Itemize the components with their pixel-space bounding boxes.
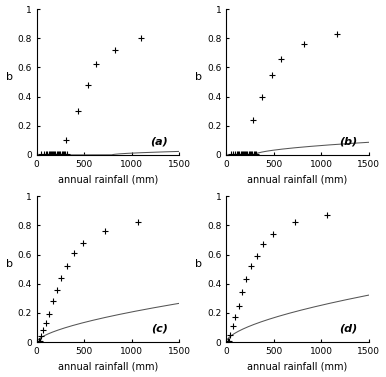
X-axis label: annual rainfall (mm): annual rainfall (mm) xyxy=(58,362,158,371)
Y-axis label: b: b xyxy=(195,259,202,269)
X-axis label: annual rainfall (mm): annual rainfall (mm) xyxy=(247,362,348,371)
Y-axis label: b: b xyxy=(195,72,202,82)
Y-axis label: b: b xyxy=(5,259,13,269)
Text: (b): (b) xyxy=(339,136,357,146)
Text: (c): (c) xyxy=(151,323,168,333)
Text: (d): (d) xyxy=(339,323,357,333)
X-axis label: annual rainfall (mm): annual rainfall (mm) xyxy=(58,174,158,184)
Text: (a): (a) xyxy=(150,136,168,146)
X-axis label: annual rainfall (mm): annual rainfall (mm) xyxy=(247,174,348,184)
Y-axis label: b: b xyxy=(5,72,13,82)
